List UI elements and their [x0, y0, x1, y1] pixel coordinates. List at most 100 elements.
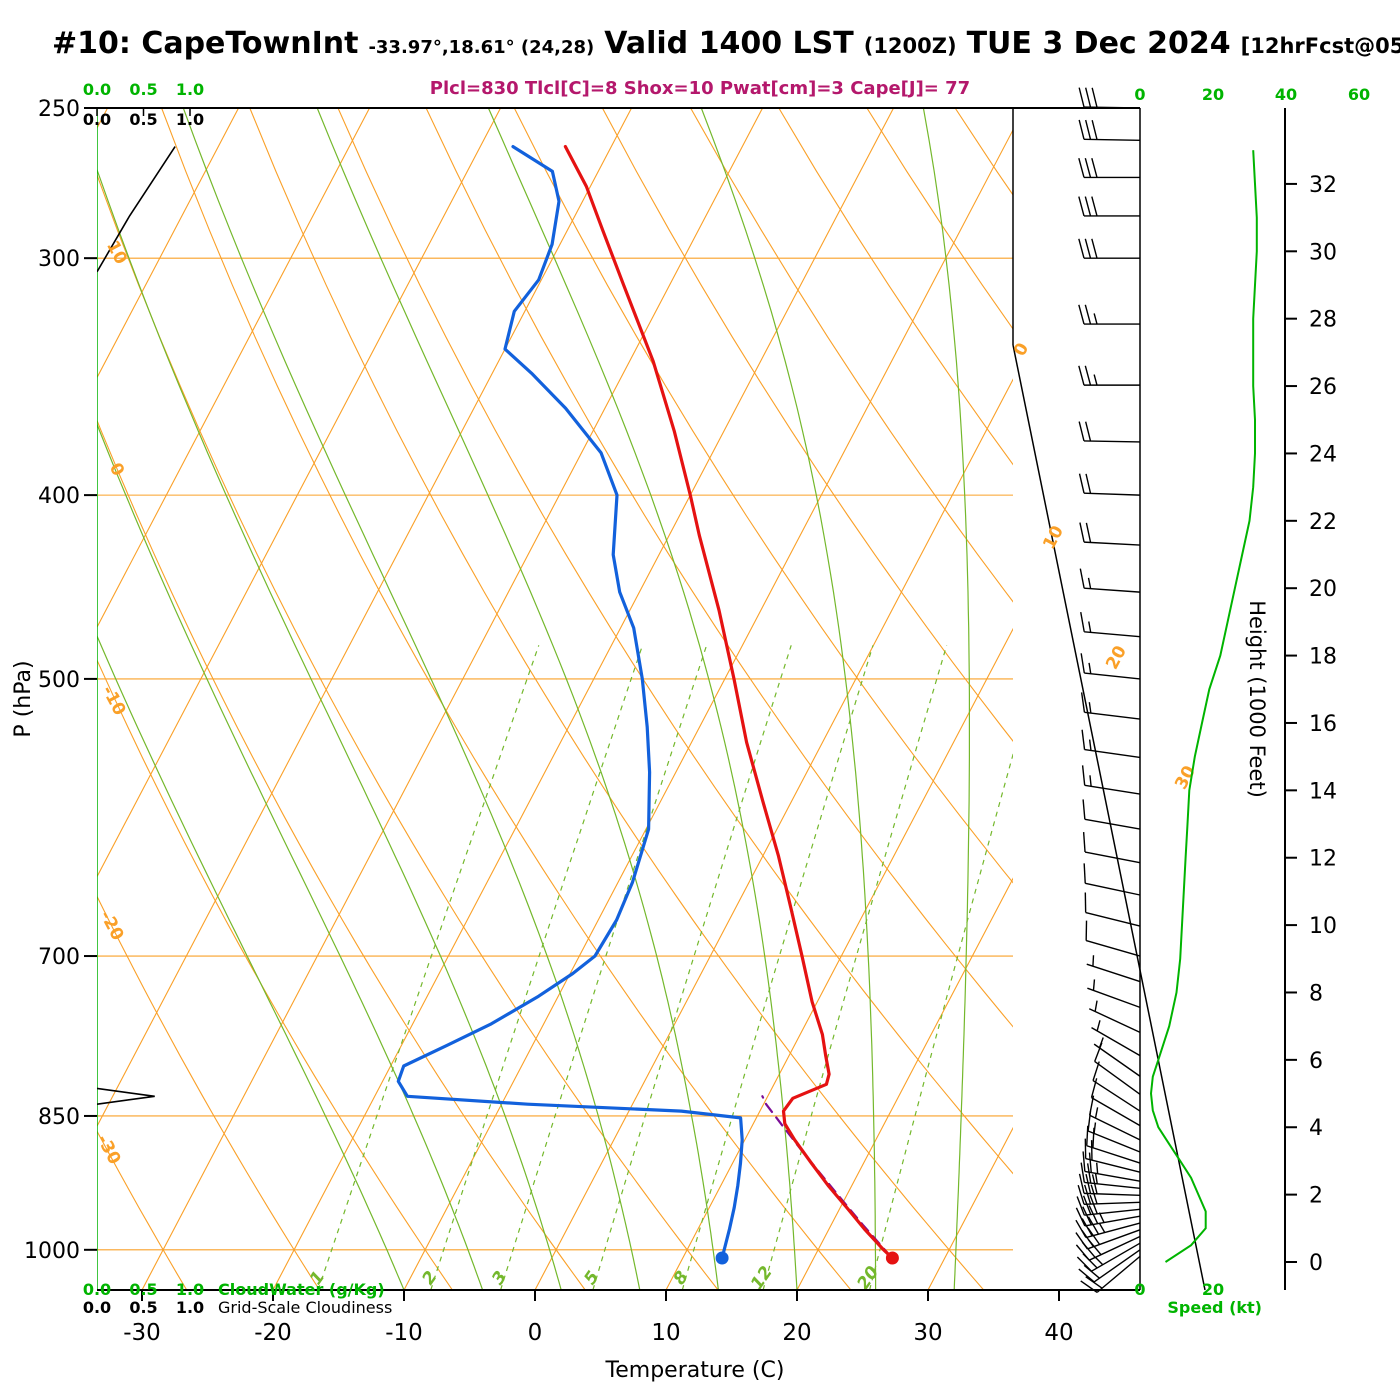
wind-barb-staff [1091, 1096, 1141, 1127]
wind-barb-staff [1084, 1181, 1141, 1189]
wind-barb [1090, 1078, 1141, 1127]
station-title: #10: CapeTownInt [52, 26, 359, 61]
moist-adiabat-line [97, 422, 484, 1290]
wind-barb [1088, 1000, 1141, 1034]
mixing-ratio-label: 8 [670, 1267, 693, 1288]
pressure-tick-label: 400 [38, 484, 80, 509]
speed-scale-bottom: 20 [1202, 1280, 1224, 1299]
wind-barb-half-feather [1098, 1222, 1106, 1233]
cloudiness-profile-line [97, 1087, 155, 1105]
wind-barb-half-feather [1089, 775, 1092, 787]
height-tick-label: 24 [1309, 442, 1337, 467]
wind-barb [1078, 87, 1141, 109]
wind-barb-feather [1079, 522, 1085, 543]
dry-adiabat-line [97, 418, 586, 1290]
right-diagonal-border [1012, 344, 1206, 1291]
wind-barb-staff [1085, 1222, 1141, 1239]
wind-barb-feather [1084, 1184, 1092, 1205]
wind-barb-half-feather [1094, 1107, 1099, 1119]
wind-barb-feather [1080, 692, 1086, 713]
isotherm-line [665, 627, 1013, 1290]
wind-barb [1078, 238, 1140, 259]
moist-adiabat-line [97, 634, 405, 1290]
wind-barb-staff [1093, 1043, 1141, 1077]
temp-tick-label: -20 [254, 1320, 292, 1346]
wind-barb [1080, 1162, 1141, 1189]
wind-barb-staff [1088, 1008, 1141, 1034]
height-tick-label: 0 [1309, 1251, 1323, 1276]
wind-barb-staff [1083, 138, 1141, 142]
mixing-ratio-line [681, 645, 874, 1290]
cloudwater-scale-top: 0.0 [83, 80, 111, 99]
wind-barb-staff [1083, 440, 1141, 443]
wind-barb-half-feather [1094, 1000, 1098, 1012]
wind-barb-feather [1080, 611, 1085, 632]
mixing-ratio-line [762, 645, 948, 1290]
isotherm-line [1059, 108, 1400, 1290]
moist-adiabat-line [700, 108, 877, 1290]
height-tick-label: 32 [1309, 173, 1337, 198]
speed-scale-top: 0 [1134, 85, 1145, 104]
sounding-profiles [396, 145, 899, 1265]
wind-barb [1091, 1020, 1141, 1057]
wind-barb [1078, 421, 1141, 443]
temp-tick-label: 20 [782, 1320, 811, 1346]
wind-barb [1092, 1061, 1141, 1112]
height-tick-label: 18 [1309, 645, 1337, 670]
wind-barb-staff [1085, 939, 1141, 957]
wind-barb-feather [1076, 1196, 1085, 1216]
speed-label: Speed (kt) [1167, 1298, 1262, 1317]
wind-barb-half-feather [1093, 374, 1098, 386]
dry-adiabat-line [97, 1130, 188, 1290]
wind-barb [1080, 653, 1141, 680]
wind-barb-half-feather [1088, 621, 1092, 633]
wind-barb-half-feather [1095, 1162, 1099, 1174]
wind-barb [1082, 799, 1141, 830]
wind-barb [1086, 955, 1141, 983]
cloudiness-scale-bottom: 0.5 [129, 1298, 157, 1317]
height-tick-label: 22 [1309, 510, 1337, 535]
isotherm-line [141, 108, 764, 1290]
wind-barb-feather [1082, 832, 1086, 853]
wind-barb-staff [1084, 1215, 1141, 1227]
wind-barb-staff [1083, 106, 1141, 109]
valid-time: Valid 1400 LST [604, 26, 854, 61]
mixing-ratio-label: 3 [488, 1268, 511, 1289]
cloudiness-scale-bottom: 1.0 [176, 1298, 204, 1317]
cloudiness-scale-top: 1.0 [176, 110, 204, 129]
wind-barb-staff [1089, 1114, 1141, 1141]
wind-barb-feather [1076, 1256, 1092, 1272]
height-tick-label: 16 [1309, 712, 1337, 737]
dry-adiabat-line [866, 108, 1013, 330]
wind-barb [1078, 119, 1141, 142]
mixing-ratio-line [317, 645, 540, 1290]
mixing-ratio-label: 12 [747, 1263, 777, 1294]
mixing-ratio-line [869, 752, 1013, 1290]
temp-tick-label: -10 [385, 1320, 423, 1346]
wind-barb [1084, 1138, 1141, 1173]
wind-barb-staff [1096, 1255, 1141, 1293]
wind-barb-staff [1084, 587, 1141, 593]
wind-barb-staff [1084, 818, 1141, 830]
height-tick-label: 12 [1309, 847, 1337, 872]
wind-barb-feather [1075, 1232, 1088, 1250]
dry-adiabat-label: -10 [97, 682, 129, 719]
speed-scale-top: 60 [1348, 85, 1370, 104]
wind-barb [1080, 692, 1141, 720]
wind-barb-staff [1084, 1201, 1141, 1206]
wind-barb [1082, 832, 1141, 864]
wind-barbs [1075, 87, 1141, 1293]
pressure-tick-label: 850 [38, 1105, 80, 1130]
wind-barb-feather [1080, 653, 1085, 674]
wind-barb-staff [1084, 541, 1141, 546]
wind-barb-staff [1091, 1027, 1141, 1057]
cloudiness-scale-bottom: 0.0 [83, 1298, 111, 1317]
pressure-tick-label: 500 [38, 668, 80, 693]
wind-barb-feather [1091, 157, 1098, 178]
pressure-axis-title: P (hPa) [11, 660, 36, 737]
mixing-ratio-line [592, 645, 792, 1290]
wind-barb-staff [1084, 851, 1141, 864]
title-row: #10: CapeTownInt -33.97°,18.61° (24,28) … [52, 26, 1400, 61]
wind-barb-feather [1083, 1264, 1100, 1279]
height-tick-label: 8 [1309, 981, 1323, 1006]
